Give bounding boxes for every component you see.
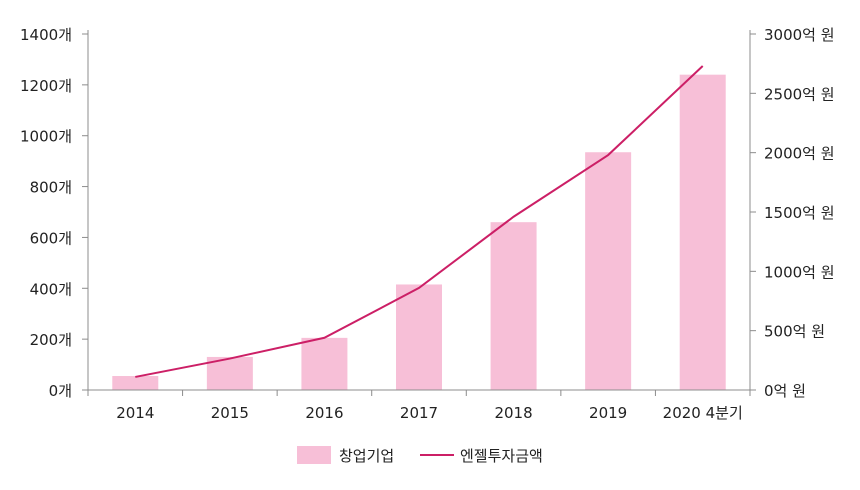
bar-2019 xyxy=(585,152,632,390)
y-right-tick-label: 1000억 원 xyxy=(764,263,835,281)
x-tick-label: 2014 xyxy=(116,404,154,422)
x-tick-label: 2015 xyxy=(211,404,249,422)
y-right-tick-label: 500억 원 xyxy=(764,323,825,341)
legend-label-line: 엔젤투자금액 xyxy=(460,447,543,465)
y-left-tick-label: 600개 xyxy=(30,229,72,247)
bar-2020-4분기 xyxy=(679,74,726,390)
x-tick-label: 2016 xyxy=(305,404,343,422)
x-tick-label: 2017 xyxy=(400,404,438,422)
bar-2014 xyxy=(112,376,159,390)
y-left-tick-label: 400개 xyxy=(30,280,72,298)
y-right-tick-label: 2000억 원 xyxy=(764,145,835,163)
y-right-tick-label: 1500억 원 xyxy=(764,204,835,222)
x-tick-label: 2018 xyxy=(494,404,532,422)
bar-2016 xyxy=(301,337,348,390)
y-right-tick-label: 3000억 원 xyxy=(764,26,835,44)
x-tick-label: 2019 xyxy=(589,404,627,422)
y-left-tick-label: 0개 xyxy=(49,382,72,400)
y-left-tick-label: 800개 xyxy=(30,179,72,197)
y-left-tick-label: 1000개 xyxy=(20,128,72,146)
y-left-tick-label: 1200개 xyxy=(20,77,72,95)
x-tick-label: 2020 4분기 xyxy=(663,404,743,422)
axes-layer xyxy=(82,30,756,396)
legend: 창업기업 엔젤투자금액 xyxy=(297,446,543,465)
legend-swatch-bar xyxy=(297,446,331,464)
bars-layer xyxy=(112,74,726,390)
legend-label-bar: 창업기업 xyxy=(339,447,394,465)
y-right-tick-label: 0억 원 xyxy=(764,382,806,400)
y-left-tick-label: 1400개 xyxy=(20,26,72,44)
y-left-tick-label: 200개 xyxy=(30,331,72,349)
y-right-tick-label: 2500억 원 xyxy=(764,85,835,103)
bar-2017 xyxy=(396,284,442,390)
bar-2018 xyxy=(490,222,537,390)
line-layer xyxy=(135,65,704,378)
tick-labels-layer: 2014 2015 2016 2017 2018 2019 2020 4분기 0개 200개 40… xyxy=(20,26,835,422)
